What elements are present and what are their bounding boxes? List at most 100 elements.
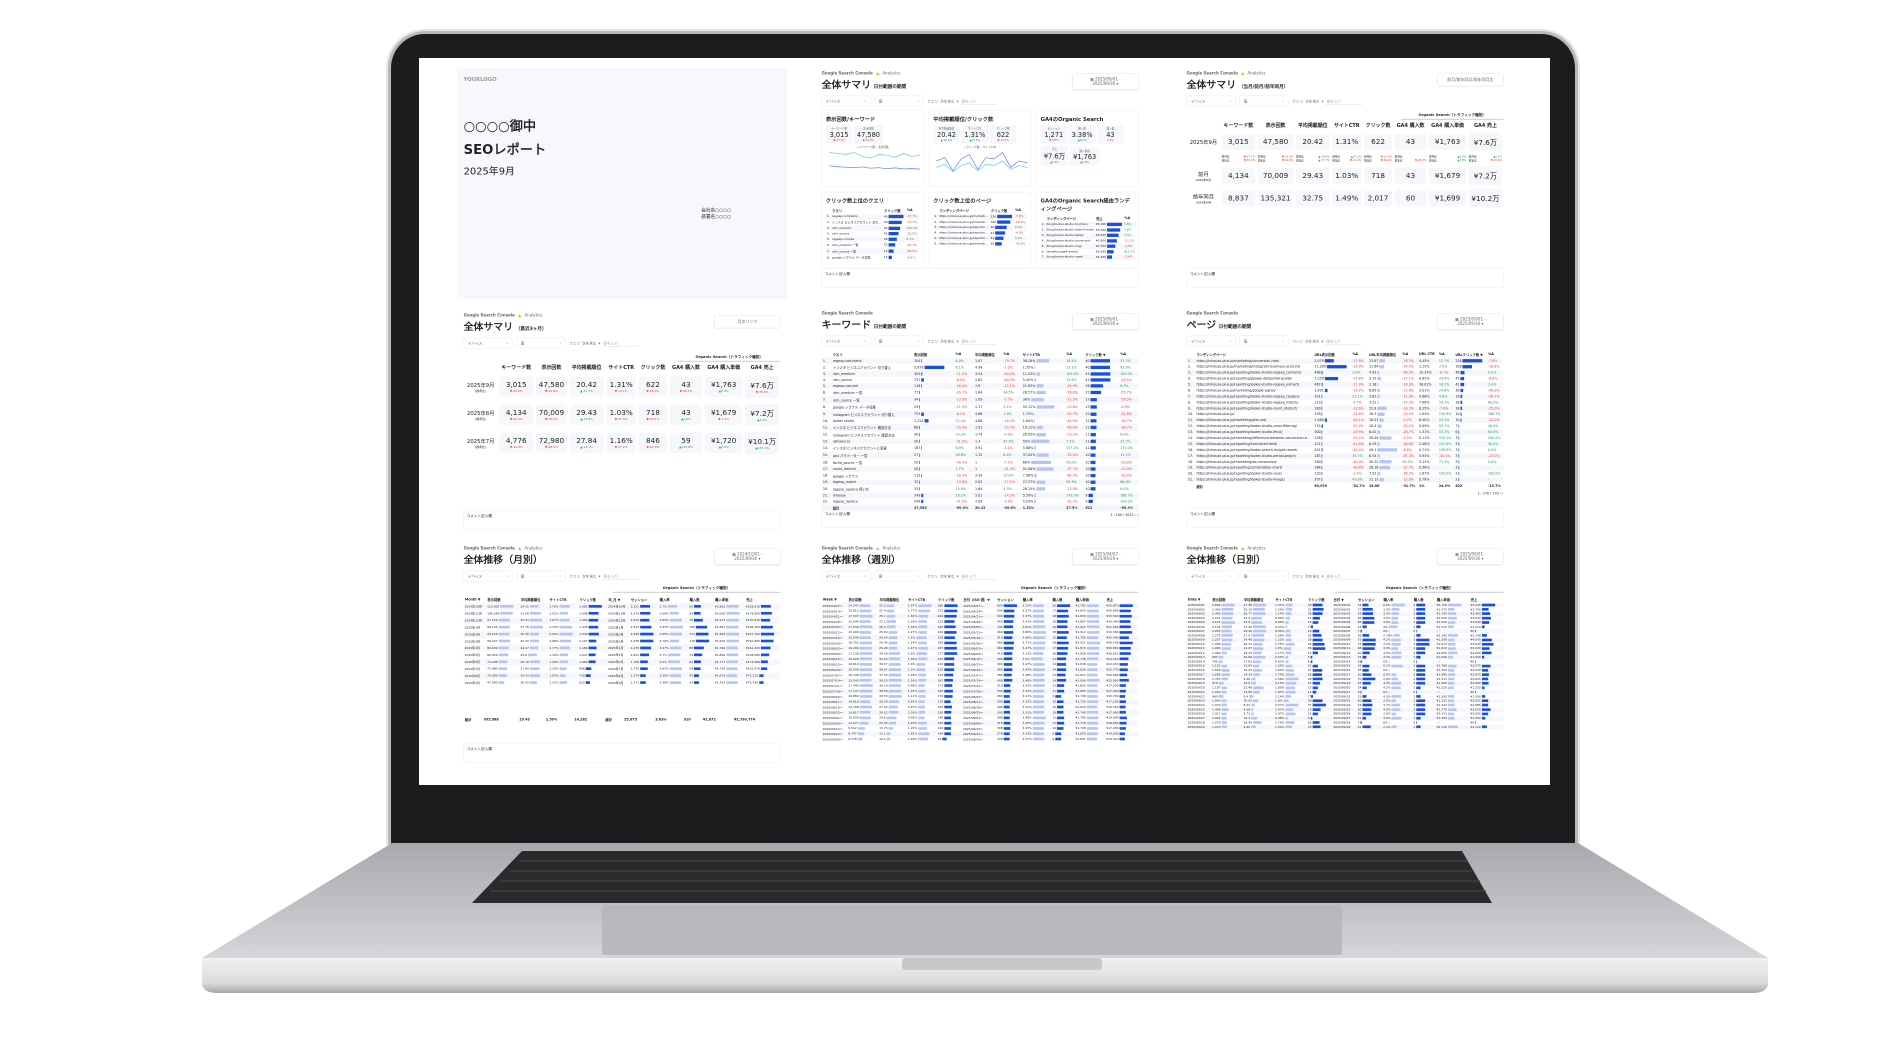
column-header[interactable]: URL表示回数 xyxy=(1314,353,1335,357)
date-range-picker[interactable]: ▦ 2025/09/01 - 2025/09/30 ▾ xyxy=(1437,313,1504,330)
period-link-button[interactable]: 月次リンク xyxy=(714,315,781,329)
next-page-icon[interactable]: › xyxy=(1136,513,1139,518)
device-dropdown[interactable]: デバイス ⌄ xyxy=(463,337,514,349)
row-name[interactable]: instagram ビジネスアカウント 切り替え xyxy=(831,410,913,418)
row-name[interactable]: regeap.com/ad xyxy=(831,382,913,389)
query-filter-input[interactable]: 値を入力 xyxy=(1325,97,1362,105)
row-name[interactable]: インスタ ビジネスアカウントに変更 xyxy=(832,444,913,451)
row-name[interactable]: https://inhouse-plus.jp/reporting/looker… xyxy=(938,235,990,242)
column-header[interactable]: %Δ xyxy=(1352,352,1359,357)
column-header[interactable]: 売上 xyxy=(746,598,753,603)
column-header[interactable]: %Δ xyxy=(1402,352,1409,357)
row-name[interactable]: google シグナル データ収集 xyxy=(831,256,871,260)
row-name[interactable]: https://inhouse-plus.jp/reporting/looker… xyxy=(1195,381,1314,388)
column-header[interactable]: %Δ xyxy=(1487,352,1494,357)
column-header[interactable]: セッション xyxy=(630,598,648,603)
row-name[interactable]: google シグナル データ収集 xyxy=(832,403,913,410)
row-name[interactable]: utm_source 一覧 xyxy=(831,396,913,404)
device-dropdown[interactable]: デバイス ⌄ xyxy=(463,570,514,582)
row-name[interactable]: https://inhouse-plus.jp/reporting/looker… xyxy=(1195,405,1314,412)
match-type-select[interactable]: 次を含む xyxy=(940,99,955,104)
row-name[interactable]: https://inhouse-plus.jp/reporting/combin… xyxy=(1195,464,1314,471)
column-header[interactable]: 平均掲載順位 xyxy=(1243,598,1264,603)
row-name[interactable]: regeap.com/ad xyxy=(830,236,883,242)
row-name[interactable]: instagram ビジネスアカウント 確認方法 xyxy=(832,431,913,438)
column-header[interactable]: Month ▼ xyxy=(464,597,481,602)
row-name[interactable]: /blog/looker-studio-function/ xyxy=(1045,221,1095,228)
column-header[interactable]: 購入率 xyxy=(659,598,670,603)
row-name[interactable]: https://inhouse-plus.jp/marketing/conver… xyxy=(938,213,990,220)
column-header[interactable]: 平均掲載順位 xyxy=(879,598,900,603)
comparison-link-button[interactable]: 前月/前年同月/前年同月比 xyxy=(1437,73,1504,87)
column-header[interactable]: クリック数 xyxy=(1308,598,1325,603)
row-name[interactable]: https://inhouse-plus.jp/reporting/looker… xyxy=(1195,369,1314,376)
country-dropdown[interactable]: 国 ⌄ xyxy=(874,335,924,347)
device-dropdown[interactable]: デバイス ⌄ xyxy=(821,570,872,582)
row-name[interactable]: utm_source 一覧 xyxy=(830,248,883,255)
date-range-picker[interactable]: ▦ 2024/10/01 - 2025/09/30 ▾ xyxy=(714,548,781,565)
comment-box[interactable]: コメント記入欄 xyxy=(1186,507,1504,528)
column-header[interactable]: セッション xyxy=(997,598,1014,603)
row-name[interactable]: regexp_replace 使い方 xyxy=(832,485,913,492)
row-name[interactable]: https://inhouse-plus.jp/reporting/calcul… xyxy=(1195,440,1314,447)
date-range-picker[interactable]: ▦ 2025/09/01 - 2025/09/30 ▾ xyxy=(1072,313,1139,330)
match-type-select[interactable]: 次を含む xyxy=(1304,339,1320,344)
match-type-select[interactable]: 次を含む xyxy=(940,339,955,344)
column-header[interactable]: 売上 xyxy=(1470,598,1478,603)
country-dropdown[interactable]: 国 ⌄ xyxy=(1239,335,1289,347)
query-filter-input[interactable]: 値を入力 xyxy=(960,97,997,105)
column-header[interactable]: URL CTR xyxy=(1418,352,1435,357)
column-header[interactable]: 日付（ISO 週）▼ xyxy=(963,598,990,603)
country-dropdown[interactable]: 国 ⌄ xyxy=(516,337,566,349)
column-header[interactable]: 売上 xyxy=(1106,598,1114,603)
column-header[interactable]: サイトCTR xyxy=(1275,598,1293,603)
column-header[interactable]: クリック数 ▼ xyxy=(1085,353,1106,357)
query-filter-input[interactable]: 値を入力 xyxy=(602,339,639,347)
column-header[interactable]: %Δ xyxy=(1120,352,1127,357)
row-name[interactable]: utm_medium xyxy=(831,371,913,377)
column-header[interactable]: 表示回数 xyxy=(487,598,501,603)
row-name[interactable]: https://inhouse-plus.jp/reporting/looker… xyxy=(938,224,990,231)
row-name[interactable]: https://inhouse-plus.jp/reporting/looker… xyxy=(1195,452,1314,459)
match-type-select[interactable]: 次を含む xyxy=(582,341,597,346)
row-name[interactable]: インスタ ビジネスアカウント 確認方法 xyxy=(831,423,913,432)
row-name[interactable]: count_distinct xyxy=(831,466,913,472)
country-dropdown[interactable]: 国 ⌄ xyxy=(516,570,566,582)
column-header[interactable]: 購入単価 xyxy=(715,598,729,603)
row-name[interactable]: regeap.com/seho xyxy=(830,213,883,220)
column-header[interactable]: %Δ xyxy=(955,352,962,357)
query-filter-input[interactable]: 値を入力 xyxy=(960,572,997,580)
country-dropdown[interactable]: 国 ⌄ xyxy=(1239,95,1289,107)
row-name[interactable]: fbclid_source 一覧 xyxy=(832,459,913,466)
row-name[interactable]: https://inhouse-plus.jp/reporting/looker… xyxy=(1195,476,1314,483)
comment-box[interactable]: コメント記入欄 xyxy=(463,509,781,530)
row-name[interactable]: /blog/looker-studio-img/ xyxy=(1045,243,1095,249)
column-header[interactable]: 購入数 xyxy=(689,598,700,603)
column-header[interactable]: 年_月 ▼ xyxy=(608,598,621,603)
device-dropdown[interactable]: デバイス ⌄ xyxy=(1186,570,1237,582)
row-name[interactable]: インスタ ビジネスアカウント 切り替え xyxy=(832,364,913,371)
column-header[interactable]: 購入単価 xyxy=(1075,598,1089,603)
row-name[interactable]: https://inhouse-plus.jp/marketing/conver… xyxy=(1195,357,1314,364)
match-type-select[interactable]: 次を含む xyxy=(582,574,597,579)
row-name[interactable]: utmsource xyxy=(831,438,913,445)
column-header[interactable]: 表示回数 xyxy=(1212,598,1226,603)
query-filter-input[interactable]: 値を入力 xyxy=(1325,572,1362,580)
device-dropdown[interactable]: デバイス ⌄ xyxy=(1186,335,1237,347)
row-name[interactable]: regeap.com/seho xyxy=(831,357,913,364)
column-header[interactable]: 表示回数 xyxy=(848,598,862,603)
comment-box[interactable]: コメント記入欄 xyxy=(821,267,1139,288)
column-header[interactable]: クリック数 xyxy=(579,598,596,603)
column-header[interactable]: %Δ xyxy=(1438,352,1445,357)
country-dropdown[interactable]: 国 ⌄ xyxy=(874,95,924,107)
column-header[interactable]: クエリ xyxy=(832,353,843,357)
column-header[interactable]: 購入率 xyxy=(1383,598,1394,603)
device-dropdown[interactable]: デバイス ⌄ xyxy=(821,335,872,347)
row-name[interactable]: ga4 パラメーター 一覧 xyxy=(831,451,913,459)
row-name[interactable]: google シグナル xyxy=(832,472,913,479)
prev-page-icon[interactable]: ‹ xyxy=(1133,513,1137,518)
date-range-picker[interactable]: ▦ 2025/09/01 - 2025/09/30 ▾ xyxy=(1437,548,1504,565)
match-type-select[interactable]: 次を含む xyxy=(1305,99,1320,104)
column-header[interactable]: %Δ xyxy=(1066,352,1073,357)
column-header[interactable]: クリック数 xyxy=(937,598,955,603)
